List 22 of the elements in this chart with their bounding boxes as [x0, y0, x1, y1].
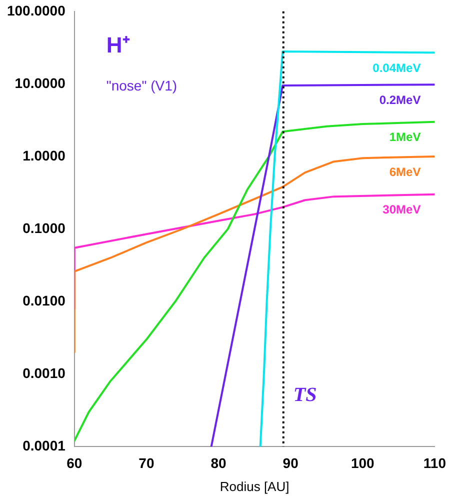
x-tick-label: 80 — [210, 454, 227, 471]
series-label: 1MeV — [389, 130, 421, 144]
series-label: 0.2MeV — [379, 92, 421, 107]
annotation: "nose" (V1) — [106, 77, 178, 94]
y-tick-label: 0.1000 — [22, 220, 66, 236]
y-tick-label: 0.0010 — [22, 364, 66, 381]
x-axis-title: Rodius [AU] — [220, 478, 290, 494]
x-tick-label: 90 — [282, 454, 299, 471]
y-tick-label: 0.0100 — [22, 292, 66, 308]
y-tick-label: 100.0000 — [6, 2, 66, 18]
y-tick-label: 1.0000 — [22, 147, 66, 164]
x-tick-label: 100 — [350, 454, 375, 471]
series-label: 0.04MeV — [372, 60, 421, 75]
annotation: H⁺ — [106, 32, 130, 58]
ref-line-label: TS — [293, 384, 317, 406]
series-label: 6MeV — [389, 164, 421, 179]
x-tick-label: 60 — [66, 454, 82, 471]
y-tick-label: 10.0000 — [14, 74, 66, 91]
x-tick-label: 70 — [138, 454, 154, 471]
series-label: 30MeV — [382, 202, 421, 217]
y-tick-label: 0.0001 — [22, 437, 66, 454]
x-tick-label: 110 — [423, 454, 446, 471]
